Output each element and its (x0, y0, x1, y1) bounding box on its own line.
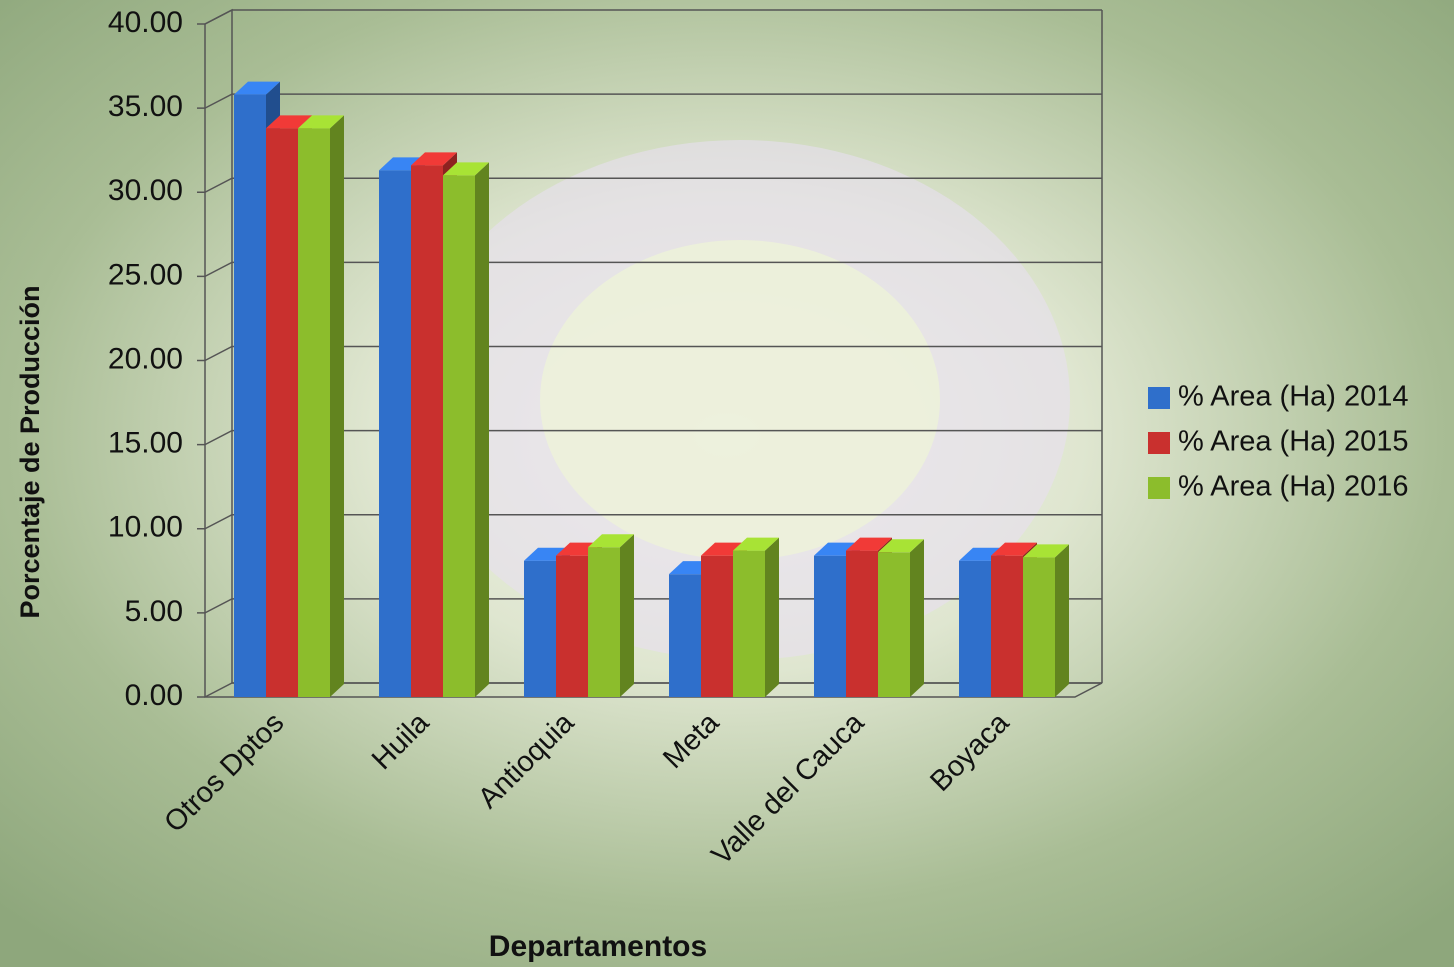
legend-label: % Area (Ha) 2016 (1178, 471, 1409, 503)
bar-top (266, 115, 312, 129)
bar-front (959, 560, 991, 697)
bar-front (411, 165, 443, 697)
bar (878, 539, 924, 697)
grid-line (204, 598, 1102, 614)
bar-front (878, 552, 910, 697)
bar-top (588, 534, 634, 548)
bar-side (475, 162, 489, 698)
bar (1023, 544, 1069, 697)
bar-front (379, 170, 411, 697)
grid-line (204, 345, 1102, 362)
legend-swatch (1148, 477, 1170, 499)
bar-front (443, 175, 475, 698)
grid-line (204, 682, 1102, 698)
bar-top (234, 81, 280, 95)
y-tick-label: 15.00 (108, 427, 183, 460)
bar-top (1023, 544, 1069, 558)
y-tick-label: 10.00 (108, 511, 183, 544)
bar-front (1023, 557, 1055, 697)
grid-line (204, 93, 1102, 109)
bar-top (878, 539, 924, 553)
y-tick-label: 25.00 (108, 258, 183, 291)
bar-top (443, 162, 489, 176)
bar-front (234, 94, 266, 698)
bar-front (991, 555, 1023, 697)
y-tick-label: 5.00 (125, 595, 183, 628)
grid-line (204, 261, 1102, 278)
grid-line (204, 177, 1102, 193)
bar (733, 537, 779, 697)
x-axis-title: Departamentos (489, 930, 707, 963)
bar-top (733, 537, 779, 551)
bar-front (669, 574, 701, 697)
bar-side (620, 534, 634, 697)
bar (443, 162, 489, 698)
bar-side (910, 539, 924, 697)
bar-front (266, 128, 298, 697)
bar (298, 115, 344, 697)
y-tick-label: 40.00 (108, 6, 183, 39)
bar-top (846, 537, 892, 551)
bar-front (524, 560, 556, 697)
bar (588, 534, 634, 697)
bar-front (846, 550, 878, 697)
y-tick-label: 0.00 (125, 679, 183, 712)
bar-side (330, 115, 344, 697)
bar-front (588, 547, 620, 697)
legend-label: % Area (Ha) 2015 (1178, 426, 1409, 458)
bar-front (814, 555, 846, 697)
y-tick-label: 20.00 (108, 342, 183, 375)
legend-swatch (1148, 387, 1170, 409)
flower-decoration (540, 240, 940, 560)
y-axis-title: Porcentaje de Producción (15, 285, 45, 618)
y-tick-label: 30.00 (108, 174, 183, 207)
grid-line (204, 514, 1102, 530)
bar-front (298, 128, 330, 697)
bar-top (411, 152, 457, 166)
bar-front (701, 555, 733, 697)
grid-line (204, 9, 1102, 25)
legend-swatch (1148, 432, 1170, 454)
bar-top (991, 542, 1037, 556)
bar-front (733, 550, 765, 697)
bar-side (1055, 544, 1069, 697)
bar-front (556, 555, 588, 697)
y-tick-label: 35.00 (108, 90, 183, 123)
legend-label: % Area (Ha) 2014 (1178, 381, 1409, 413)
bar-top (298, 115, 344, 129)
bar-side (765, 537, 779, 697)
grid-line (204, 429, 1102, 446)
